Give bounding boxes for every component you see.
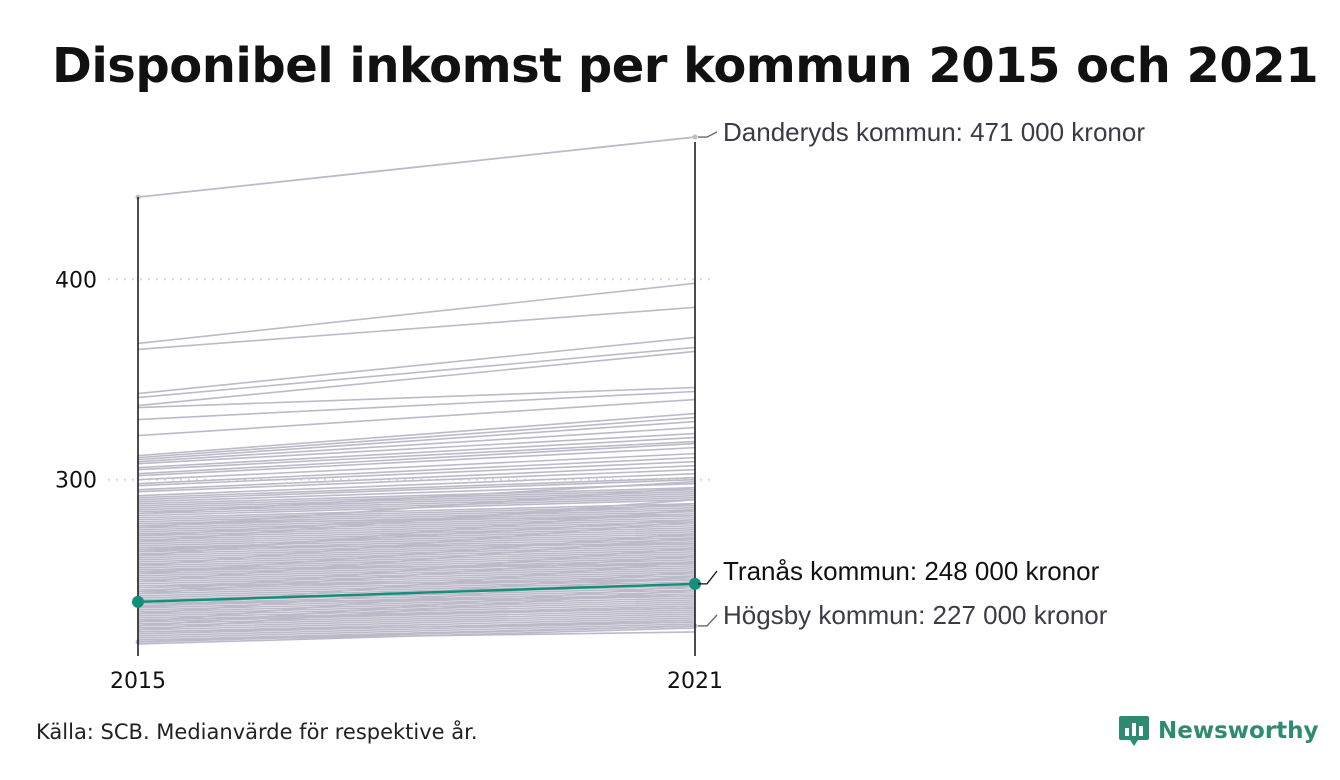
series-line [137,446,696,477]
series-line [137,603,696,619]
series-line [137,486,696,505]
series-line [137,569,696,585]
series-line [137,528,696,545]
series-line [137,571,696,587]
tick-labels: 300 400 2015 2021 [55,268,723,694]
highlight-point [132,595,144,608]
series-line [137,452,696,481]
series-line [137,563,696,579]
series-line [137,486,696,529]
series-line [137,416,696,459]
series-line [137,595,696,605]
series-line [137,346,696,399]
series-label: Högsby kommun: 227 000 kronor [723,600,1108,630]
label-connector [698,614,718,627]
series-line [137,575,696,623]
series-line [137,516,696,533]
series-line [137,468,696,493]
labeled-lines: Danderyds kommun: 471 000 kronor Tranås k… [132,117,1145,630]
series-line [137,390,696,421]
series-line [137,460,696,487]
series-line [137,464,696,491]
series-line [137,520,696,537]
label-connector [698,570,718,585]
series-line [137,350,696,407]
axis-layer [137,142,696,656]
series-line [137,440,696,471]
series-line [137,480,696,515]
series-line [137,306,696,351]
series-line [137,597,696,613]
series-line [137,532,696,549]
series-line [137,579,696,587]
highlight-point [689,577,701,590]
y-tick-label: 300 [55,469,97,494]
chart-title: Disponibel inkomst per kommun 2015 och 2… [52,38,1319,94]
label-connector [698,131,718,138]
series-line [137,420,696,461]
series-line [137,544,696,561]
series-line [137,547,696,563]
source-note: Källa: SCB. Medianvärde för respektive å… [36,720,478,744]
series-line [137,456,696,485]
series-line [137,436,696,469]
series-line [137,520,696,567]
series-line [137,496,696,515]
series-line [137,615,696,631]
x-tick-label: 2015 [110,669,166,694]
series-line [137,476,696,499]
newsworthy-logo-text: Newsworthy [1158,718,1319,744]
series-line [137,613,696,629]
series-line [137,553,696,569]
series-line [137,538,696,555]
highlight-line [137,582,696,604]
slope-chart: Danderyds kommun: 471 000 kronor Tranås k… [55,117,1145,694]
series-line [137,504,696,521]
newsworthy-logo-icon [1119,716,1149,746]
series-line [137,607,696,621]
series-line [137,442,696,475]
series-line [137,623,696,639]
series-line [137,561,696,609]
series-line [137,625,696,643]
series-line [137,492,696,511]
series-line [137,386,696,409]
series-line [137,336,696,395]
series-line [137,579,696,595]
series-line [137,472,696,497]
series-line [137,555,696,595]
series-line [137,542,696,559]
series-line [137,518,696,553]
series-label: Tranås kommun: 248 000 kronor [723,556,1100,586]
series-line [137,526,696,543]
series-line [137,621,696,633]
series-line [137,609,696,625]
series-line [137,510,696,527]
series-line [137,412,696,457]
series-line [137,532,696,575]
series-line [137,432,696,465]
series-line [137,282,696,345]
series-line [137,549,696,565]
series-line [137,585,696,627]
series-line [137,506,696,523]
series-line [137,498,696,543]
series-label: Danderyds kommun: 471 000 kronor [723,117,1145,147]
series-line [137,478,696,501]
y-tick-label: 400 [55,268,97,293]
series-line [137,599,696,615]
series-line [137,551,696,567]
series-line [137,426,696,463]
series-line [137,502,696,537]
series-line [137,518,696,535]
series-line [137,563,696,571]
newsworthy-logo: Newsworthy [1118,714,1319,748]
x-tick-label: 2021 [667,669,723,694]
series-point [692,134,698,140]
background-lines [135,134,698,645]
series-line [137,565,696,581]
series-line [137,398,696,437]
series-line [137,136,696,199]
series-line [137,530,696,547]
